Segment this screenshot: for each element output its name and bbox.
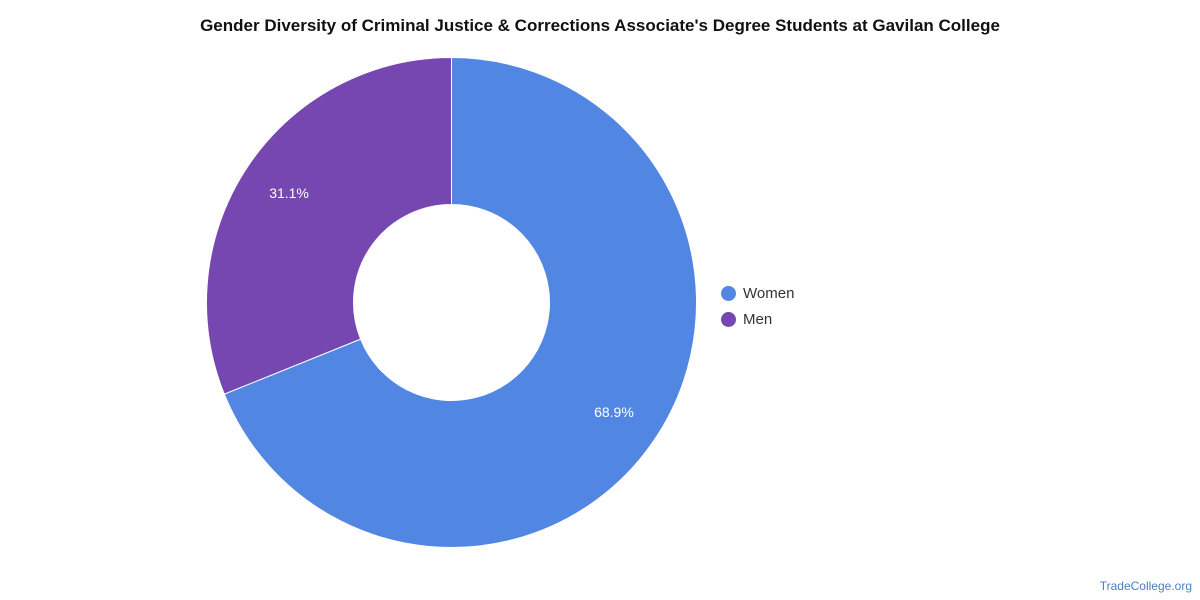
legend-label-women: Women (743, 284, 795, 302)
watermark[interactable]: TradeCollege.org (1099, 579, 1192, 593)
chart-legend: Women Men (721, 280, 794, 332)
chart-title: Gender Diversity of Criminal Justice & C… (200, 16, 1000, 35)
donut-slice-women[interactable] (223, 56, 697, 548)
legend-item-women[interactable]: Women (721, 280, 794, 306)
donut-slice-men[interactable] (206, 56, 452, 395)
legend-swatch-women (721, 285, 736, 301)
legend-swatch-men (721, 311, 736, 327)
legend-label-men: Men (743, 310, 773, 328)
slice-label-women: 68.9% (594, 404, 634, 420)
slice-label-men: 31.1% (269, 185, 309, 201)
legend-item-men[interactable]: Men (721, 306, 794, 332)
